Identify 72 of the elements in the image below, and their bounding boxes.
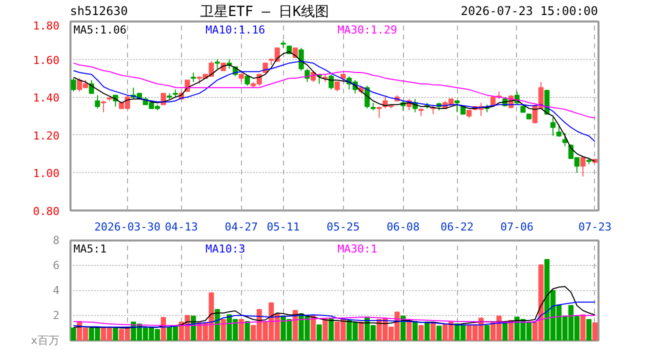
bar xyxy=(586,319,592,340)
bar xyxy=(580,314,586,340)
text: MA5:1 xyxy=(74,242,107,256)
x-tick-label: 2026-03-30 xyxy=(94,220,161,234)
x-tick-label: 07-23 xyxy=(578,220,612,234)
bar xyxy=(322,318,328,340)
bar xyxy=(484,325,490,340)
bar xyxy=(418,325,424,340)
candlestick xyxy=(580,157,586,177)
bar xyxy=(502,322,508,340)
bar xyxy=(244,321,250,340)
candlestick xyxy=(304,68,310,82)
x-tick-label: 04-27 xyxy=(224,220,258,234)
line-series xyxy=(72,302,596,328)
x-tick-label: 05-11 xyxy=(266,220,300,234)
candlestick xyxy=(328,74,334,90)
bar xyxy=(70,328,76,340)
bar xyxy=(592,322,598,340)
candlestick xyxy=(214,58,220,70)
text: MA30:1.29 xyxy=(338,24,398,36)
y-tick-label: 1.00 xyxy=(33,167,60,180)
bar xyxy=(238,319,244,340)
text: MA5:1.06 xyxy=(74,24,126,36)
candlestick xyxy=(562,132,568,147)
candlestick xyxy=(376,106,382,118)
y-tick-label: x百万 xyxy=(30,334,60,347)
y-tick-label: 1.80 xyxy=(33,20,60,32)
candlestick xyxy=(550,116,556,136)
candlestick xyxy=(556,124,562,138)
bar xyxy=(412,321,418,340)
y-tick-label: 0.80 xyxy=(33,205,60,218)
x-tick-label: 06-08 xyxy=(386,220,420,234)
candlestick xyxy=(100,100,106,113)
bar xyxy=(436,326,442,340)
bar xyxy=(214,309,220,340)
x-tick-label: 06-22 xyxy=(440,220,474,234)
y-tick-label: 4 xyxy=(52,284,60,297)
candlestick xyxy=(298,47,304,72)
text: MA30:1 xyxy=(338,242,378,256)
x-tick-label: 05-25 xyxy=(326,220,360,234)
bar xyxy=(358,322,364,340)
x-tick-label: 04-13 xyxy=(164,220,198,234)
bar xyxy=(112,328,118,340)
candlestick xyxy=(334,81,340,92)
text: MA10:3 xyxy=(206,242,246,256)
y-tick-label: 8 xyxy=(52,234,60,247)
text: sh512630 xyxy=(70,3,129,20)
bar xyxy=(328,318,334,340)
y-tick-label: 6 xyxy=(52,259,60,272)
candlestick xyxy=(244,76,250,86)
x-tick-label: 07-06 xyxy=(500,220,534,234)
candlestick xyxy=(292,47,298,58)
bar xyxy=(310,316,316,340)
text: 2026-07-23 15:00:00 xyxy=(460,3,599,20)
line-series xyxy=(72,60,596,142)
y-tick-label: 1.60 xyxy=(33,54,60,67)
bar xyxy=(430,322,436,340)
bar xyxy=(316,324,322,340)
candlestick xyxy=(364,85,370,109)
bar xyxy=(424,322,430,340)
line-series xyxy=(72,62,596,118)
line-series xyxy=(72,315,596,326)
chart-title: 卫星ETF — 日K线图 xyxy=(200,3,330,22)
candlestick xyxy=(70,78,76,92)
bar xyxy=(292,310,298,340)
candlestick xyxy=(94,94,100,109)
y-tick-label: 2 xyxy=(52,309,60,322)
y-tick-label: 1.40 xyxy=(33,92,60,105)
bar xyxy=(220,319,226,340)
candlestick xyxy=(454,100,460,113)
text: MA10:1.16 xyxy=(206,24,266,36)
y-tick-label: 1.20 xyxy=(33,129,60,142)
